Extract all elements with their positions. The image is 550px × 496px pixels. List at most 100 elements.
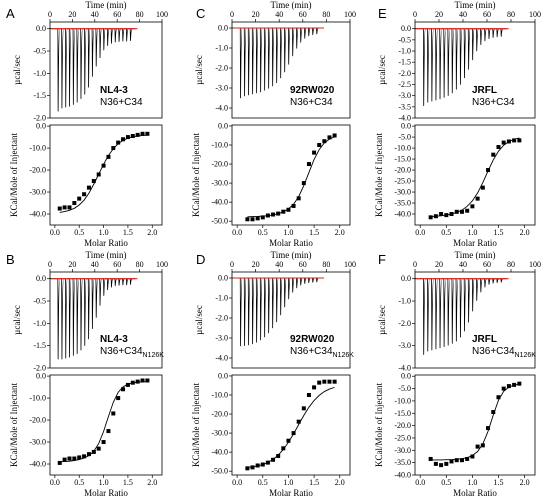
injection-peak [84, 94, 86, 95]
plot-frame [49, 124, 163, 226]
thermogram-plot: 0 20 40 60 80 100 0.0 -0.5 -1.0 -1.5 -2.0 Time (min… [12, 0, 168, 123]
x-tick-label: 0 [413, 260, 417, 269]
injection-peak [292, 55, 294, 57]
data-point [491, 152, 496, 157]
data-point [317, 143, 322, 147]
panel-letter: B [6, 252, 15, 267]
condition-subscript: N126K [333, 352, 355, 359]
x-tick-label: 1.5 [123, 228, 133, 237]
data-point [82, 192, 87, 197]
x-tick-label: 20 [68, 10, 76, 19]
condition-main: N36+C34 [100, 97, 143, 108]
injection-peak [447, 344, 449, 346]
injection-peak [126, 40, 127, 42]
data-point [449, 459, 454, 464]
injection-peak [443, 346, 445, 348]
injection-peak [300, 284, 302, 286]
data-point [62, 457, 67, 462]
injection-peak [99, 305, 101, 306]
injection-peak [276, 82, 277, 84]
data-point [312, 150, 317, 155]
injection-peak [292, 292, 294, 293]
data-point [480, 185, 485, 190]
injection-peak [480, 291, 482, 293]
y-tick-label: 0.0 [401, 274, 411, 283]
data-point [286, 438, 291, 443]
y-tick-label: -1.5 [33, 91, 46, 100]
injection-peak [252, 343, 253, 345]
injection-peak [431, 349, 433, 351]
y-axis-title: KCal/Mole of Injectant [9, 133, 19, 217]
injection-peak [464, 77, 465, 79]
protein-label: 92RW020 [290, 85, 335, 96]
injection-peak [480, 44, 482, 46]
data-point [121, 137, 126, 142]
injection-peak [492, 282, 494, 284]
injection-peak [280, 77, 281, 79]
data-point [470, 454, 475, 459]
condition-label: N36+C34 [472, 97, 515, 108]
x-tick-label: 20 [252, 260, 260, 269]
data-point [265, 213, 270, 218]
condition-label: N36+C34N126K [472, 346, 536, 359]
plot-frame [231, 124, 351, 226]
x-tick-label: 100 [529, 10, 541, 19]
data-point [101, 440, 106, 445]
injection-peak [69, 356, 70, 358]
panel-c: C 0 20 40 60 80 100 0.0 -1.0 -2.0 -3.0 -4.0 Time (mi… [191, 0, 356, 248]
injection-peak [500, 281, 502, 283]
injection-peak [316, 33, 318, 35]
data-point [506, 384, 511, 389]
x-tick-label: 1.5 [309, 478, 319, 487]
injection-peak [456, 340, 457, 342]
injection-peak [80, 349, 82, 351]
data-point [496, 144, 501, 149]
thermogram-plot: 0 20 40 60 80 100 0.0 -0.5 -1.0 -1.5 -2.0 Time (min… [12, 250, 168, 373]
y-tick-label: -1.0 [215, 294, 228, 303]
x-tick-label: 2.0 [335, 228, 345, 237]
data-point [491, 410, 496, 415]
x-tick-label: 60 [113, 260, 121, 269]
x-tick-label: 0 [230, 10, 234, 19]
y-axis-title: µcal/sec [194, 55, 204, 85]
fit-curve [247, 386, 335, 468]
y-tick-label: -4.0 [215, 104, 228, 113]
injection-peak [427, 102, 429, 103]
injection-peak [472, 59, 473, 61]
y-tick-label: -30.0 [211, 429, 228, 438]
x-tick-label: 0 [413, 10, 417, 19]
injection-peak [423, 354, 425, 355]
data-point [77, 196, 82, 201]
protein-label: NL4-3 [100, 334, 128, 345]
injection-peak [88, 86, 89, 88]
y-tick-label: -2.0 [215, 64, 228, 73]
y-tick-label: -10.0 [211, 141, 228, 150]
data-point [306, 393, 311, 397]
y-tick-label: -10.0 [29, 144, 46, 153]
y-tick-label: -1.5 [33, 341, 46, 350]
y-tick-label: -2.5 [398, 80, 411, 89]
y-tick-label: -20.0 [29, 416, 46, 425]
y-tick-label: 0.0 [36, 24, 46, 33]
data-point [428, 215, 433, 220]
x-tick-label: 100 [156, 260, 168, 269]
data-point [116, 396, 121, 401]
injection-peak [304, 283, 306, 284]
x-tick-label: 0.0 [50, 478, 60, 487]
injection-peak [484, 40, 486, 42]
isotherm-plot: 0.0 0.5 1.0 1.5 2.0 0.0 -10.0 -20.0 -30.0 -40.0 -5… [191, 121, 351, 248]
data-point [91, 449, 96, 454]
y-tick-label: -1.0 [215, 44, 228, 53]
y-axis-title: KCal/Mole of Injectant [9, 383, 19, 467]
data-point [281, 446, 286, 451]
y-tick-label: 0.0 [401, 24, 411, 33]
y-tick-label: -3.5 [398, 102, 411, 111]
injection-peak [464, 330, 465, 332]
data-point [116, 140, 121, 145]
data-point [135, 132, 140, 137]
plot-frame [49, 21, 163, 119]
data-point [475, 196, 480, 201]
y-tick-label: -1.5 [398, 58, 411, 67]
x-tick-label: 2.0 [520, 228, 530, 237]
data-point [106, 154, 111, 159]
